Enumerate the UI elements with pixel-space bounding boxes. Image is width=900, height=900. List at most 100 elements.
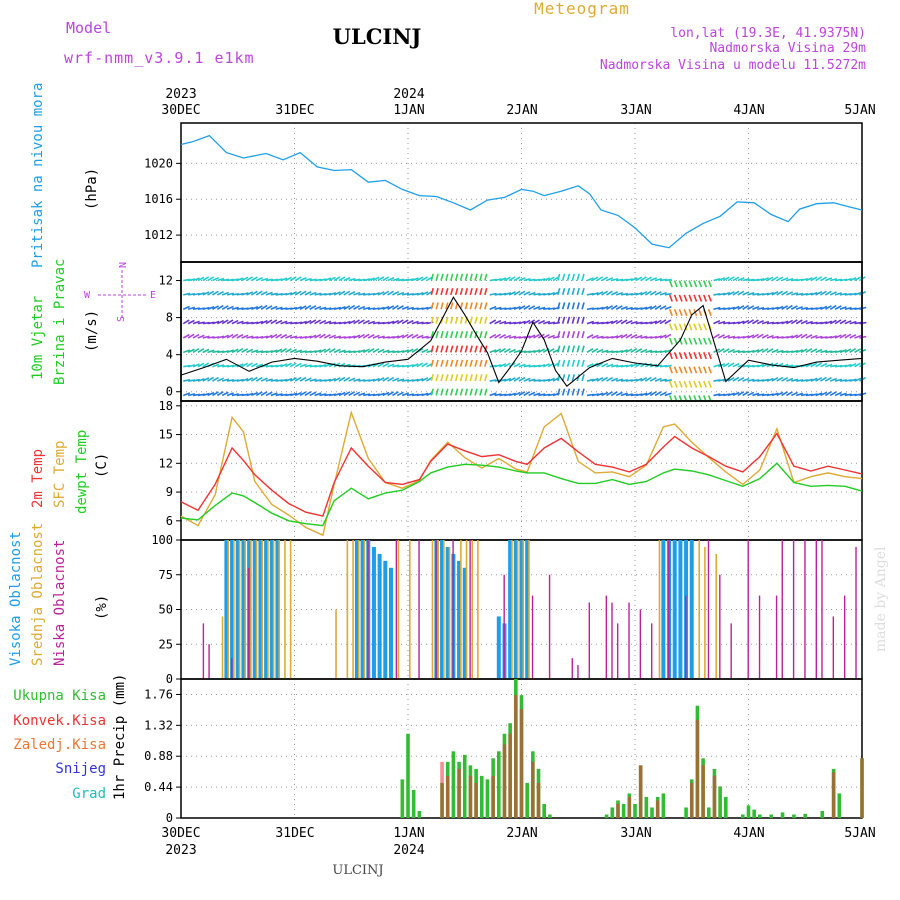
wind-arrow xyxy=(197,348,205,354)
wind-arrow xyxy=(484,345,488,353)
wind-arrow xyxy=(727,306,736,311)
wind-arrow xyxy=(202,291,210,296)
high-cloud-bar xyxy=(383,560,388,679)
low-cloud-bar xyxy=(418,540,420,679)
total-precip-bar xyxy=(746,805,751,818)
wind-arrow xyxy=(649,320,658,325)
wind-arrow xyxy=(397,278,405,282)
total-precip-bar xyxy=(661,793,666,818)
wind-arrow xyxy=(795,319,803,325)
wind-arrow xyxy=(392,277,400,282)
convective-precip-bar xyxy=(638,765,643,818)
wind-arrow xyxy=(421,306,429,311)
wind-arrow xyxy=(830,278,838,282)
wind-arrow xyxy=(518,376,526,382)
wind-arrow xyxy=(192,277,200,282)
wind-arrow xyxy=(557,302,561,310)
wind-arrow xyxy=(533,349,541,354)
wind-arrow xyxy=(698,352,703,360)
wind-arrow xyxy=(280,320,288,325)
wind-arrow xyxy=(683,308,688,317)
wind-arrow xyxy=(747,305,755,310)
mid-cloud-bar xyxy=(516,540,519,679)
wind-arrow xyxy=(454,345,459,353)
wind-arrow xyxy=(260,304,268,310)
mid-cloud-bar xyxy=(431,540,434,679)
wind-arrow xyxy=(795,333,803,339)
wind-arrow xyxy=(737,376,745,382)
convective-precip-bar xyxy=(502,744,507,818)
wind-arrow xyxy=(275,306,283,311)
wind-arrow xyxy=(771,376,779,382)
mid-cloud-bar xyxy=(704,546,706,679)
wind-arrow xyxy=(231,393,239,397)
wind-arrow xyxy=(333,377,341,382)
wind-arrow xyxy=(810,334,818,339)
wind-arrow xyxy=(620,392,628,397)
wind-arrow xyxy=(620,333,628,339)
wind-arrow xyxy=(513,362,521,368)
wind-arrow xyxy=(571,345,576,353)
wind-arrow xyxy=(289,348,297,354)
wind-arrow xyxy=(688,352,693,360)
wind-arrow xyxy=(703,380,708,388)
wind-arrow xyxy=(757,306,765,311)
wind-arrow xyxy=(810,276,818,282)
wind-arrow xyxy=(255,276,263,282)
wind-arrow xyxy=(187,319,195,325)
wind-arrow xyxy=(566,273,571,281)
wind-arrow xyxy=(766,291,774,296)
low-cloud-bar xyxy=(758,595,761,679)
wind-arrow xyxy=(323,348,331,354)
mid-cloud-bar xyxy=(233,540,235,679)
wind-arrow xyxy=(766,276,774,282)
wind-arrow xyxy=(766,321,775,325)
wind-arrow xyxy=(542,363,550,368)
wind-arrow xyxy=(217,364,225,368)
wind-arrow xyxy=(479,359,483,367)
wind-arrow xyxy=(299,363,307,368)
wind-arrow xyxy=(557,273,561,281)
wind-arrow xyxy=(464,388,469,396)
wind-arrow xyxy=(207,306,215,311)
wind-arrow xyxy=(825,277,833,282)
wind-arrow xyxy=(377,392,385,397)
wind-arrow xyxy=(265,291,273,296)
wind-arrow xyxy=(182,319,190,325)
wind-arrow xyxy=(810,377,818,382)
total-precip-bar xyxy=(525,782,529,818)
bottom-date-1: 30DEC xyxy=(161,826,200,841)
wind-arrow xyxy=(752,392,760,397)
wind-arrow xyxy=(800,333,808,339)
wind-arrow xyxy=(747,292,755,296)
high-cloud-bar xyxy=(241,540,246,679)
wind-arrow xyxy=(606,391,613,397)
wind-arrow xyxy=(299,320,307,325)
wind-arrow xyxy=(484,316,488,324)
wind-arrow xyxy=(484,331,488,339)
wind-arrow xyxy=(440,374,444,382)
total-precip-bar xyxy=(837,793,842,818)
wind-arrow xyxy=(693,380,698,388)
wind-arrow xyxy=(615,334,623,339)
wind-arrow xyxy=(596,348,604,354)
wind-arrow xyxy=(649,376,657,382)
wind-arrow xyxy=(601,290,609,296)
wind-arrow xyxy=(459,359,464,367)
wind-arrow xyxy=(367,348,375,354)
wind-arrow xyxy=(815,276,823,282)
wind-arrow xyxy=(494,319,502,325)
wind-arrow xyxy=(187,348,195,354)
wind-arrow xyxy=(416,362,424,368)
wind-arrow xyxy=(781,391,788,397)
wind-arrow xyxy=(338,391,346,397)
wind-arrow xyxy=(289,276,297,282)
wind-arrow xyxy=(659,319,667,325)
wind-arrow xyxy=(722,348,730,354)
wind-arrow xyxy=(324,307,332,311)
wind-arrow xyxy=(693,337,698,345)
wind-arrow xyxy=(528,278,536,282)
high-cloud-bar xyxy=(264,540,269,679)
convective-precip-bar xyxy=(831,772,836,818)
wind-arrow xyxy=(829,377,838,382)
